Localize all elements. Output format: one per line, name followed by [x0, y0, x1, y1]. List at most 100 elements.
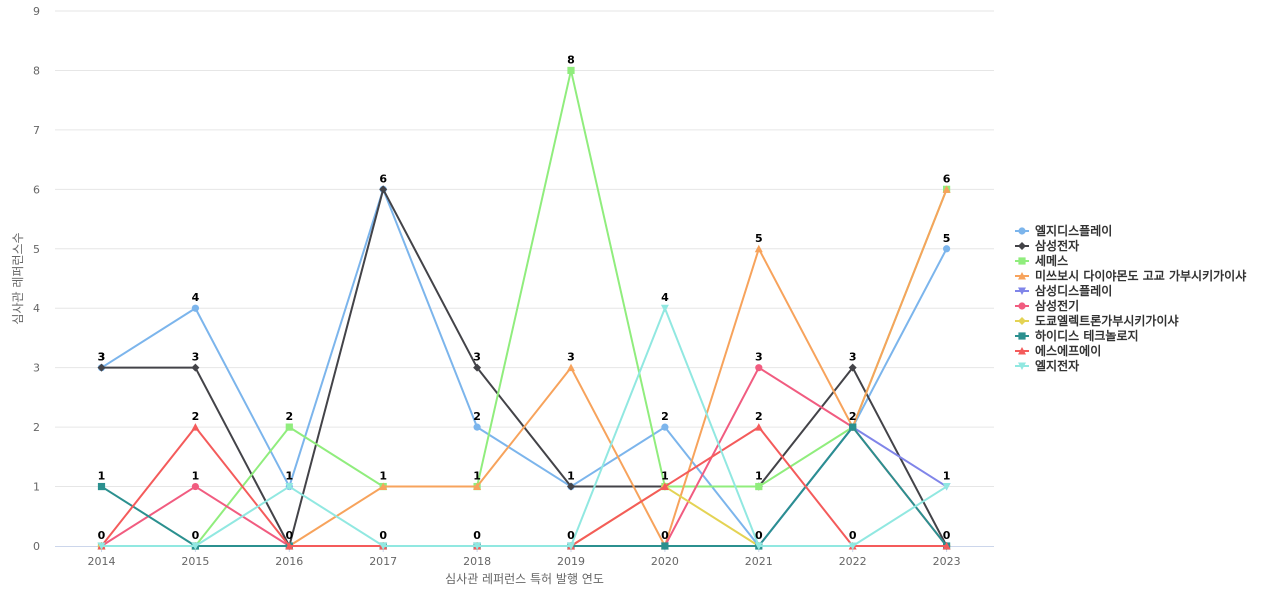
data-point	[473, 542, 482, 550]
legend-item[interactable]: 도쿄엘렉트론가부시키가이샤	[1015, 313, 1179, 328]
data-label: 4	[192, 291, 200, 304]
legend-label: 미쓰보시 다이야몬도 고교 가부시키가이샤	[1035, 268, 1246, 283]
y-axis-title: 심사관 레퍼런스수	[11, 232, 25, 324]
data-point	[754, 542, 763, 550]
data-point	[661, 423, 669, 431]
x-tick-label: 2017	[369, 555, 397, 568]
data-point	[191, 363, 200, 372]
y-tick-label: 6	[33, 183, 40, 196]
data-point	[661, 542, 669, 550]
data-point	[191, 482, 199, 491]
legend-item[interactable]: 엘지디스플레이	[1015, 223, 1112, 238]
x-tick-label: 2018	[463, 555, 491, 568]
data-label: 6	[943, 172, 951, 185]
data-point	[379, 482, 388, 491]
data-label: 1	[285, 470, 293, 483]
legend-item[interactable]: 삼성전기	[1015, 298, 1079, 313]
legend-label: 엘지디스플레이	[1035, 223, 1112, 238]
data-point	[285, 423, 293, 431]
legend-item[interactable]: 미쓰보시 다이야몬도 고교 가부시키가이샤	[1015, 268, 1246, 283]
x-axis-title: 심사관 레퍼런스 특허 발행 연도	[445, 571, 604, 586]
legend-item[interactable]: 엘지전자	[1015, 358, 1079, 373]
data-label: 2	[285, 410, 293, 423]
data-label: 2	[849, 410, 857, 423]
legend-label: 엘지전자	[1035, 358, 1079, 373]
legend-label: 에스에프에이	[1035, 343, 1101, 358]
data-label: 0	[661, 529, 669, 542]
legend-item[interactable]: 삼성디스플레이	[1015, 283, 1112, 298]
data-label: 1	[98, 470, 106, 483]
data-label: 3	[98, 351, 106, 364]
series-7	[97, 482, 951, 550]
x-tick-label: 2021	[745, 555, 773, 568]
data-label: 6	[379, 172, 387, 185]
data-point	[567, 363, 575, 372]
data-point	[567, 542, 575, 550]
data-point	[567, 66, 575, 75]
legend-item[interactable]: 세메스	[1015, 253, 1068, 268]
data-label: 3	[567, 351, 575, 364]
x-tick-labels: 2014 2015 2016 2017 2018 2019 2020 2021 2022 2023	[88, 546, 961, 568]
data-point	[379, 185, 388, 194]
data-label: 0	[567, 529, 575, 542]
legend-label: 하이디스 테크놀로지	[1035, 328, 1139, 343]
y-tick-label: 2	[33, 421, 40, 434]
data-label: 0	[192, 529, 200, 542]
data-point	[473, 423, 481, 431]
x-tick-label: 2020	[651, 555, 679, 568]
data-point	[473, 363, 482, 372]
data-label: 4	[661, 291, 669, 304]
grid-lines	[55, 10, 994, 488]
data-point	[754, 423, 763, 431]
data-label: 2	[661, 410, 669, 423]
data-label: 0	[285, 529, 293, 542]
data-label: 1	[567, 470, 575, 483]
data-point	[942, 185, 951, 193]
series-layer	[97, 66, 951, 550]
data-label: 0	[98, 529, 106, 542]
data-point	[848, 363, 857, 372]
data-point	[473, 482, 482, 491]
data-label: 3	[98, 351, 106, 364]
series-line	[100, 307, 948, 547]
legend-marker	[1018, 227, 1026, 235]
legend-label: 삼성전기	[1035, 298, 1079, 313]
data-label: 0	[755, 529, 763, 542]
data-label: 0	[379, 529, 387, 542]
x-tick-label: 2019	[557, 555, 585, 568]
data-label: 0	[473, 529, 481, 542]
legend-item[interactable]: 하이디스 테크놀로지	[1015, 328, 1139, 343]
legend-marker	[1018, 242, 1026, 250]
legend-marker	[1018, 257, 1026, 265]
legend-marker	[1018, 362, 1026, 370]
x-tick-label: 2015	[181, 555, 209, 568]
data-label: 3	[473, 351, 481, 364]
y-tick-label: 0	[33, 540, 40, 553]
data-label: 1	[661, 470, 669, 483]
data-label: 0	[943, 529, 951, 542]
data-point	[379, 542, 388, 550]
x-tick-label: 2014	[88, 555, 116, 568]
data-label: 1	[192, 470, 200, 483]
data-point	[942, 483, 951, 491]
legend-item[interactable]: 에스에프에이	[1015, 343, 1101, 358]
y-tick-label: 5	[33, 243, 40, 256]
legend-label: 삼성전자	[1035, 238, 1079, 253]
data-label: 3	[192, 351, 200, 364]
data-point	[191, 304, 199, 312]
data-label: 5	[943, 232, 951, 245]
data-label: 1	[379, 470, 387, 483]
legend-label: 세메스	[1035, 253, 1068, 268]
x-tick-label: 2016	[275, 555, 303, 568]
legend-marker	[1018, 302, 1026, 310]
y-tick-labels: 0 1 2 3 4 5 6 7 8 9	[33, 5, 40, 553]
data-label: 8	[567, 53, 575, 66]
data-point	[191, 542, 200, 550]
y-tick-label: 1	[33, 481, 40, 494]
data-point	[754, 244, 763, 253]
data-point	[755, 482, 763, 491]
series-10	[97, 304, 951, 550]
legend-item[interactable]: 삼성전자	[1015, 238, 1079, 253]
data-label: 5	[755, 232, 763, 245]
